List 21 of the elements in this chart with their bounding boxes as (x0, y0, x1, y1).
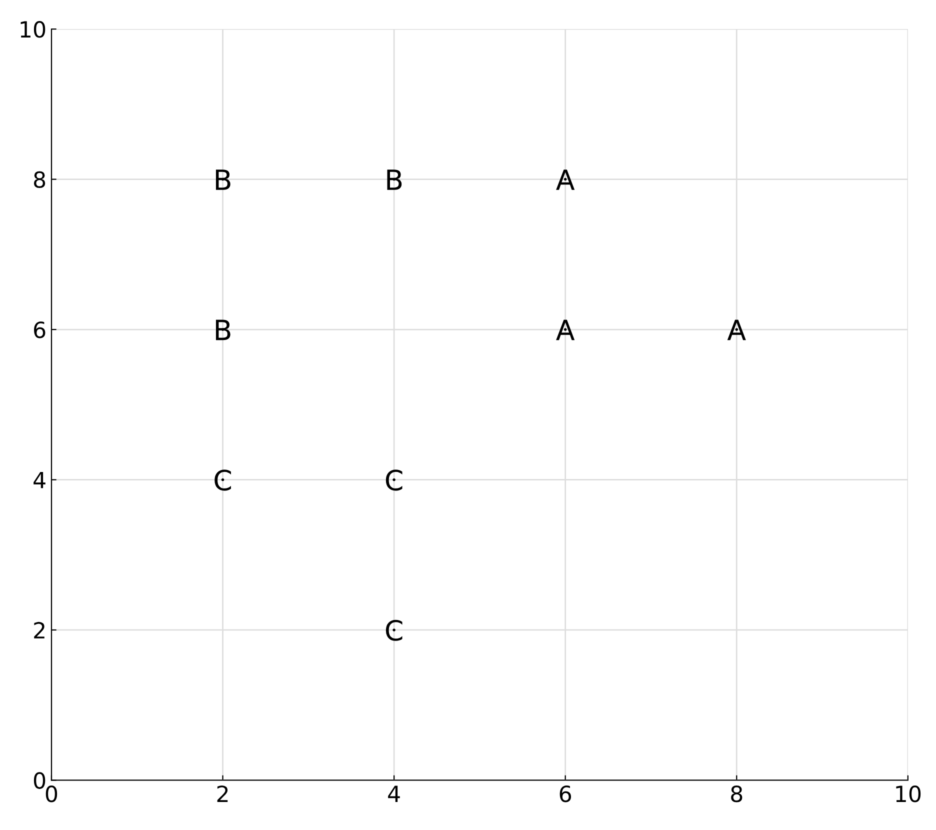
x-tick-label: 2 (217, 785, 228, 802)
y-tick-label: 10 (20, 21, 46, 38)
x-tick-label: 0 (46, 785, 58, 802)
x-tick-label: 8 (731, 785, 742, 802)
series-label: B (216, 320, 230, 340)
text: B (387, 170, 402, 190)
y-tick-label: 4 (34, 472, 46, 488)
text: C (386, 620, 402, 641)
text: A (727, 320, 746, 340)
text: B (216, 170, 230, 190)
x-tick-label: 4 (388, 786, 400, 802)
x-tick-label: 10 (896, 785, 921, 802)
series-label: A (556, 320, 575, 340)
text: C (214, 470, 231, 491)
series-label: C (386, 470, 402, 491)
y-tick-label: 0 (34, 772, 46, 789)
x-tick-label: 6 (560, 785, 572, 802)
y-tick-label: 8 (34, 171, 46, 188)
y-tick-label: 2 (34, 622, 44, 638)
y-tick-label: 6 (34, 321, 46, 338)
text: A (556, 170, 575, 190)
